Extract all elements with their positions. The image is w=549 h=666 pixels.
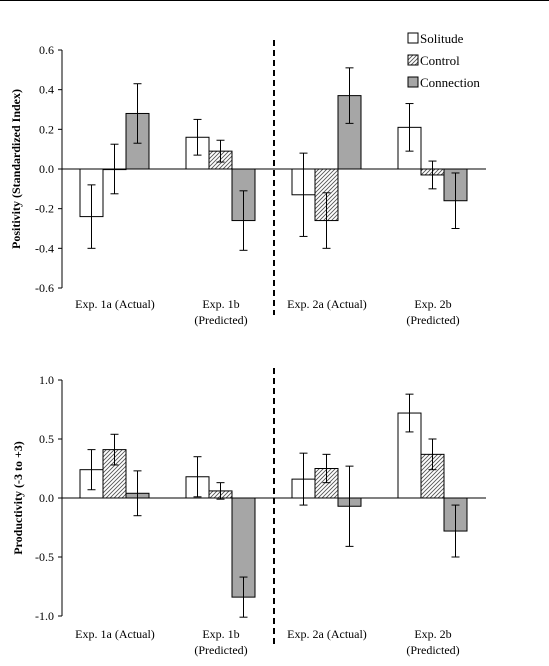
legend-swatch-solitude <box>407 32 419 44</box>
legend-swatch-control <box>407 54 419 66</box>
x-tick-label: (Predicted) <box>194 643 247 657</box>
y-tick-label: 0.2 <box>39 122 54 136</box>
legend-swatch-connection <box>407 76 419 88</box>
x-tick-label: Exp. 2b <box>414 297 451 311</box>
chart-2: 1.0 0.5 0.0 -0.5 -1.0 Productivity (-3 to +3)… <box>11 368 486 657</box>
y-tick-label: 1.0 <box>39 373 54 387</box>
top-rule <box>0 0 549 1</box>
x-tick-label: Exp. 2b <box>414 627 451 641</box>
y-tick-label: 0.0 <box>39 162 54 176</box>
legend-label-solitude: Solitude <box>420 31 464 46</box>
x-tick-label: Exp. 1a (Actual) <box>75 627 155 641</box>
y-tick-label: -0.6 <box>35 281 54 295</box>
y-tick-label: -0.4 <box>35 241 54 255</box>
y-axis-title: Productivity (-3 to +3) <box>11 441 25 555</box>
legend-label-control: Control <box>420 53 460 68</box>
x-tick-label: Exp. 1a (Actual) <box>75 297 155 311</box>
y-tick-label: 0.0 <box>39 491 54 505</box>
x-tick-label: Exp. 1b <box>202 297 239 311</box>
x-tick-label: Exp. 2a (Actual) <box>287 297 367 311</box>
x-tick-label: Exp. 1b <box>202 627 239 641</box>
y-tick-label: -1.0 <box>35 609 54 623</box>
y-tick-label: 0.5 <box>39 432 54 446</box>
y-tick-label: 0.4 <box>39 83 54 97</box>
y-axis-title: Positivity (Standardized Index) <box>9 89 23 249</box>
legend: Solitude Control Connection <box>407 31 480 90</box>
x-tick-label: (Predicted) <box>406 643 459 657</box>
legend-label-connection: Connection <box>420 75 480 90</box>
y-tick-label: -0.2 <box>35 202 54 216</box>
chart-1: 0.6 0.4 0.2 0.0 -0.2 -0.4 -0.6 Positivity (Stan… <box>9 31 486 327</box>
x-tick-label: (Predicted) <box>194 313 247 327</box>
y-tick-label: -0.5 <box>35 550 54 564</box>
x-tick-label: (Predicted) <box>406 313 459 327</box>
x-tick-label: Exp. 2a (Actual) <box>287 627 367 641</box>
y-tick-label: 0.6 <box>39 43 54 57</box>
